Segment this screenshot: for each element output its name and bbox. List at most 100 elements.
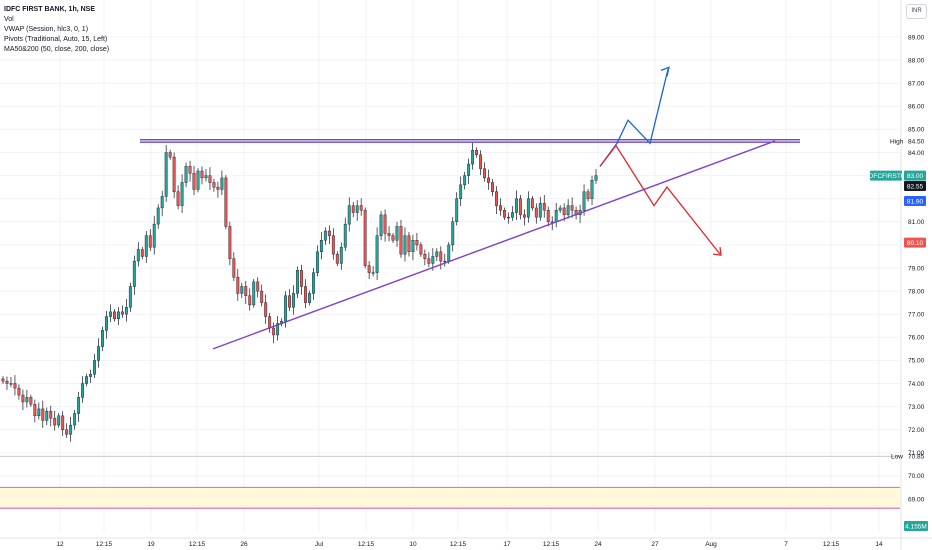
demand-zone — [0, 487, 900, 509]
high-value: 84.50 — [908, 138, 925, 145]
candle-up-body — [355, 205, 359, 213]
candle — [487, 169, 490, 190]
time-tick-label: 12:15 — [358, 541, 375, 548]
currency-button[interactable]: INR — [906, 4, 927, 19]
candle-up-body — [85, 376, 89, 384]
candle-down-body — [216, 186, 220, 190]
candle — [514, 190, 518, 220]
candle-down-body — [483, 168, 486, 179]
candle-down-body — [13, 383, 17, 389]
candle-down-body — [562, 207, 566, 216]
time-tick-label: 12:15 — [450, 541, 467, 548]
time-tick-label: 24 — [594, 541, 602, 548]
candle — [57, 413, 61, 428]
candle — [375, 227, 379, 281]
candle-up-body — [97, 346, 100, 361]
candle — [188, 160, 192, 182]
candle — [120, 305, 124, 318]
candle — [81, 376, 85, 403]
legend-moving-averages[interactable]: MA50&200 (50, close, 200, close) — [4, 46, 110, 53]
candle — [451, 217, 455, 252]
price-tick-label: 69.00 — [908, 496, 925, 503]
price-tick-label: 86.00 — [908, 104, 925, 111]
candle-up-body — [526, 198, 530, 218]
candle-up-body — [296, 270, 299, 294]
candle-up-body — [37, 408, 41, 417]
candle-up-body — [152, 223, 156, 248]
candle-up-body — [57, 415, 61, 426]
time-tick-label: 12:15 — [823, 541, 840, 548]
candle — [37, 402, 41, 420]
candle — [49, 405, 53, 427]
candle — [21, 389, 25, 411]
candle — [391, 232, 395, 244]
volume-badge-bg — [904, 521, 928, 531]
candle-up-body — [395, 226, 399, 241]
candle — [522, 209, 526, 226]
candle — [339, 242, 343, 270]
candle — [220, 170, 224, 196]
candle — [546, 206, 550, 227]
symbol-title[interactable]: IDFC FIRST BANK, 1h, NSE — [4, 6, 96, 13]
legend-vwap[interactable]: VWAP (Session, hlc3, 0, 1) — [4, 26, 89, 33]
candle — [363, 207, 367, 269]
candle-down-body — [268, 316, 272, 329]
candle-down-body — [479, 154, 483, 169]
candle-up-body — [319, 240, 323, 253]
candle — [73, 409, 77, 430]
high-label: High — [890, 138, 904, 145]
candle — [97, 338, 100, 368]
candle-down-body — [49, 411, 53, 419]
time-tick-label: 12:15 — [543, 541, 560, 548]
candle-up-body — [315, 251, 319, 273]
candle-down-body — [236, 277, 240, 294]
candle-up-body — [459, 184, 463, 199]
candle — [228, 221, 232, 266]
candle-down-body — [542, 203, 546, 211]
candle — [105, 310, 108, 339]
candle-down-body — [530, 198, 534, 209]
candle — [443, 253, 447, 267]
candle — [160, 190, 164, 217]
candle-down-body — [475, 149, 479, 156]
candle — [232, 252, 236, 281]
candle — [475, 147, 479, 158]
candle — [164, 145, 168, 202]
candle — [570, 197, 574, 218]
price-tick-label: 77.00 — [908, 312, 925, 319]
candle-up-body — [347, 205, 351, 225]
price-badge-3: 81.90 — [904, 196, 926, 207]
legend-pivots[interactable]: Pivots (Traditional, Auto, 15, Left) — [4, 36, 108, 43]
candle-down-body — [172, 156, 176, 192]
candle — [113, 309, 116, 322]
price-tick-label: 85.00 — [908, 127, 925, 134]
candle — [216, 181, 220, 198]
candle — [280, 318, 284, 327]
candle-down-body — [188, 166, 192, 174]
low-value: 70.85 — [908, 454, 925, 461]
candle-down-body — [534, 207, 538, 218]
candle-down-body — [168, 152, 172, 158]
price-tick-label: 87.00 — [908, 81, 925, 88]
candle — [542, 195, 546, 218]
candle-down-body — [17, 387, 21, 396]
candle-down-body — [61, 415, 65, 430]
candle — [467, 158, 471, 184]
candle-up-body — [371, 272, 375, 274]
legend-volume[interactable]: Vol — [4, 16, 14, 23]
candle — [566, 199, 570, 219]
candle — [41, 400, 45, 428]
candle-down-body — [288, 295, 291, 308]
candle-down-body — [1, 378, 5, 382]
candle-down-body — [327, 230, 331, 236]
candle — [463, 171, 467, 190]
candle — [276, 316, 280, 341]
candle-up-body — [594, 175, 598, 181]
bullish-arrow-head — [660, 66, 670, 77]
candle — [77, 391, 81, 422]
symbol-badge-text: IDFCFIRSTB — [867, 173, 905, 180]
candle-down-body — [5, 380, 9, 384]
candle — [491, 178, 494, 197]
candle-down-body — [200, 170, 204, 179]
